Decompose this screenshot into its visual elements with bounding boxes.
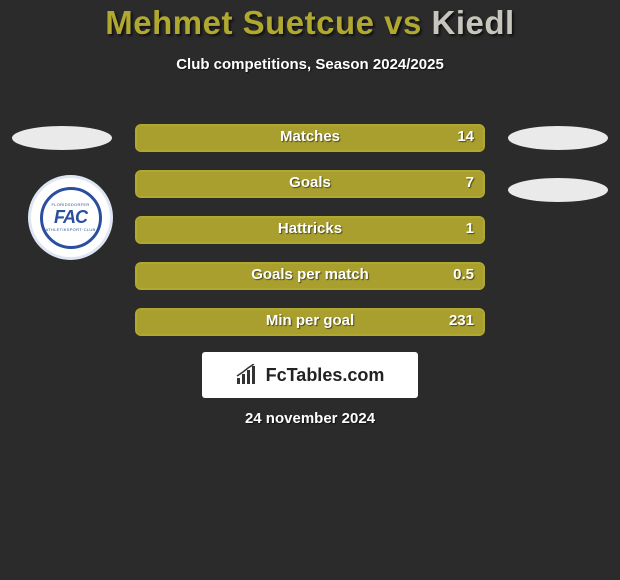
stat-value: 0.5 [453, 266, 474, 283]
date-label: 24 november 2024 [0, 410, 620, 427]
stat-bar-fill [137, 264, 483, 288]
stat-bar-fill [137, 126, 483, 150]
stat-bar [135, 124, 485, 152]
stat-row: Hattricks1 [0, 216, 620, 256]
stat-value: 1 [466, 220, 474, 237]
stat-row: Min per goal231 [0, 308, 620, 348]
side-oval [508, 178, 608, 202]
stat-value: 231 [449, 312, 474, 329]
stat-bar-fill [137, 310, 483, 334]
player-b-name: Kiedl [432, 4, 515, 41]
vs-word: vs [384, 4, 422, 41]
stat-value: 14 [457, 128, 474, 145]
side-oval [12, 126, 112, 150]
player-a-name: Mehmet Suetcue [105, 4, 374, 41]
stat-row: Goals per match0.5 [0, 262, 620, 302]
chart-icon [236, 364, 260, 386]
page-title: Mehmet Suetcue vs Kiedl [0, 4, 620, 42]
comparison-infographic: Mehmet Suetcue vs Kiedl Club competition… [0, 0, 620, 580]
brand-box: FcTables.com [202, 352, 418, 398]
stat-bar [135, 262, 485, 290]
stat-bar-fill [137, 218, 483, 242]
brand-text: FcTables.com [266, 365, 385, 386]
stat-bar-fill [137, 172, 483, 196]
stat-bar [135, 216, 485, 244]
stat-value: 7 [466, 174, 474, 191]
stat-bar [135, 170, 485, 198]
stat-bar [135, 308, 485, 336]
subtitle: Club competitions, Season 2024/2025 [0, 56, 620, 73]
side-oval [508, 126, 608, 150]
